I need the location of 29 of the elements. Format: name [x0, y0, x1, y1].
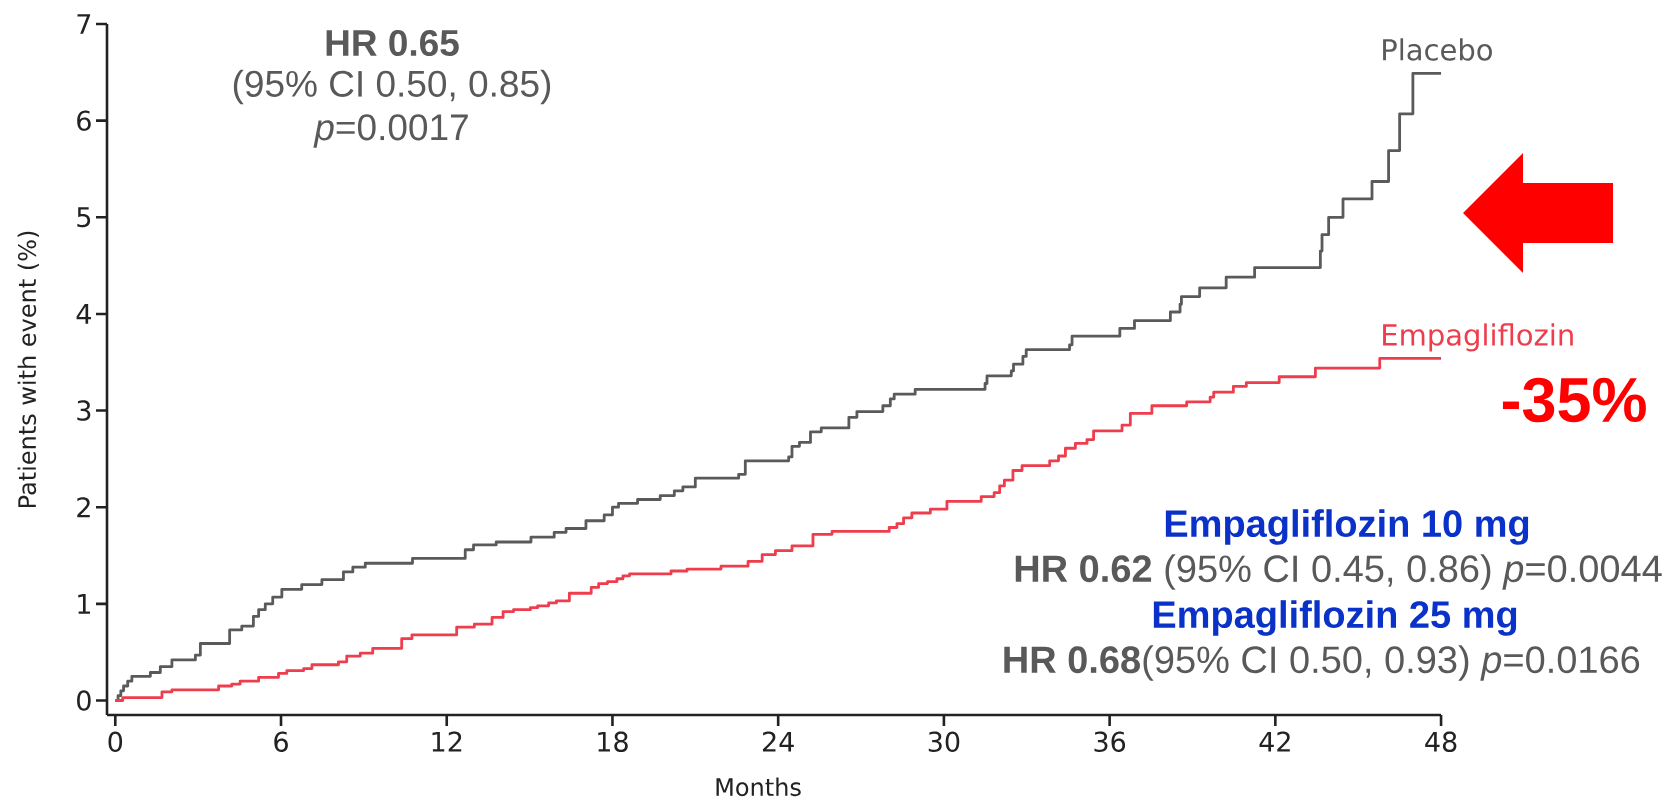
y-tick-label: 6 — [77, 110, 91, 131]
annotation: (95% CI 0.50, 0.85) — [233, 69, 551, 105]
y-tick-label: 1 — [78, 594, 90, 614]
y-axis-title: Patients with event (%) — [17, 231, 39, 508]
x-tick-label: 30 — [928, 731, 960, 752]
series-label: Empagliflozin — [1383, 323, 1573, 352]
x-tick-label: 36 — [1094, 731, 1126, 752]
x-tick-label: 6 — [274, 731, 288, 752]
y-tick-label: 2 — [77, 497, 90, 518]
y-tick-label: 7 — [77, 14, 91, 34]
annotation: Empagliflozin 10 mg — [1165, 509, 1529, 545]
annotation: Empagliflozin 25 mg — [1153, 600, 1517, 636]
x-tick-label: 24 — [762, 731, 794, 752]
x-tick-label: 0 — [108, 731, 123, 752]
x-tick-label: 42 — [1259, 731, 1290, 752]
y-tick-label: 5 — [77, 207, 91, 228]
text: -35% — [1502, 377, 1646, 423]
x-tick-label: 18 — [598, 731, 628, 752]
annotation: HR 0.65 — [326, 29, 459, 57]
series-label: Placebo — [1383, 38, 1492, 61]
x-tick-label: 12 — [432, 731, 462, 752]
annotation: HR 0.62 (95% CI 0.45, 0.86) p=0.0044 — [1015, 554, 1662, 590]
y-tick-label: 0 — [77, 690, 91, 711]
annotation: HR 0.68(95% CI 0.50, 0.93) p=0.0166 — [1004, 645, 1640, 681]
y-tick-label: 4 — [76, 304, 91, 324]
annotation: p=0.0017 — [313, 114, 468, 148]
x-axis-title: Months — [716, 777, 801, 797]
y-tick-label: 3 — [77, 400, 91, 421]
x-tick-label: 48 — [1425, 731, 1457, 752]
